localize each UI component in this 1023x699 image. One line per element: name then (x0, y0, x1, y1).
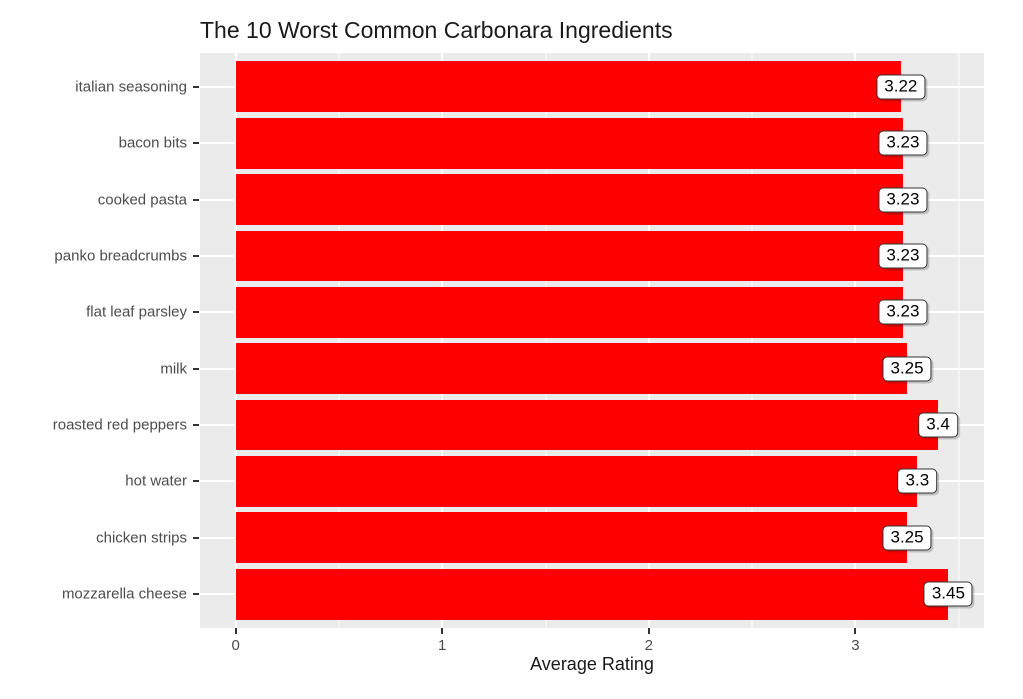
y-tick-mark (193, 593, 199, 596)
y-tick-mark (193, 142, 199, 145)
y-axis: italian seasoning bacon bits cooked pasta p… (0, 53, 200, 628)
bar-value-label: 3.23 (878, 187, 928, 213)
bar-value-label: 3.23 (878, 299, 928, 325)
gridline-vertical-major (234, 53, 237, 628)
x-tick-label: 3 (851, 637, 860, 654)
y-tick-mark (193, 424, 199, 427)
bar-value-label: 3.25 (882, 356, 932, 382)
gridline-vertical-major (854, 53, 857, 628)
y-tick-mark (193, 311, 199, 314)
y-tick-mark (193, 254, 199, 257)
bar-flat-leaf-parsley (235, 286, 903, 338)
bar-bacon-bits (235, 117, 903, 169)
gridline-vertical-minor (545, 53, 547, 628)
y-axis-label: milk (160, 360, 187, 378)
y-tick-mark (193, 480, 199, 483)
bar-roasted-red-peppers (235, 399, 939, 451)
gridline-vertical-minor (751, 53, 753, 628)
bar-value-label: 3.4 (918, 412, 958, 438)
bar-value-label: 3.23 (878, 243, 928, 269)
bar-cooked-pasta (235, 174, 903, 225)
bar-value-label: 3.22 (876, 74, 926, 100)
y-axis-label: italian seasoning (75, 78, 187, 96)
bar-mozzarella-cheese (235, 568, 949, 620)
bar-value-label: 3.25 (882, 525, 932, 551)
bar-hot-water (235, 456, 918, 507)
y-axis-label: panko breadcrumbs (54, 247, 187, 265)
gridline-vertical-minor (338, 53, 340, 628)
plot-panel: 3.22 3.23 3.23 3.23 3.23 3.25 3.4 3.3 3.25 3.45 (200, 53, 984, 628)
x-tick-mark (854, 628, 857, 634)
gridline-vertical-major (647, 53, 650, 628)
y-axis-label: roasted red peppers (52, 416, 187, 434)
bar-italian-seasoning (235, 61, 901, 113)
x-tick-mark (441, 628, 444, 634)
bar-panko-breadcrumbs (235, 230, 903, 282)
bar-value-label: 3.3 (897, 468, 938, 494)
y-axis-label: mozzarella cheese (61, 585, 187, 603)
x-tick-label: 2 (644, 637, 653, 654)
y-axis-label: bacon bits (118, 134, 187, 152)
gridline-vertical-major (441, 53, 444, 628)
y-tick-mark (193, 367, 199, 370)
gridline-vertical-minor (958, 53, 960, 628)
bar-value-label: 3.45 (923, 581, 973, 607)
bar-value-label: 3.23 (878, 130, 928, 156)
y-axis-label: hot water (125, 472, 187, 490)
x-tick-label: 1 (438, 637, 447, 654)
bar-chicken-strips (235, 512, 908, 564)
y-tick-mark (193, 536, 199, 539)
y-axis-label: chicken strips (96, 529, 187, 547)
y-axis-label: flat leaf parsley (86, 303, 187, 321)
x-axis: 0 1 2 3 (200, 628, 984, 658)
x-tick-mark (647, 628, 650, 634)
y-tick-mark (193, 198, 199, 201)
x-axis-title: Average Rating (530, 654, 654, 674)
x-tick-mark (234, 628, 237, 634)
x-tick-label: 0 (231, 637, 240, 654)
y-axis-label: cooked pasta (97, 191, 187, 209)
bar-milk (235, 343, 908, 395)
chart-title: The 10 Worst Common Carbonara Ingredient… (200, 17, 673, 43)
y-tick-mark (193, 85, 199, 88)
